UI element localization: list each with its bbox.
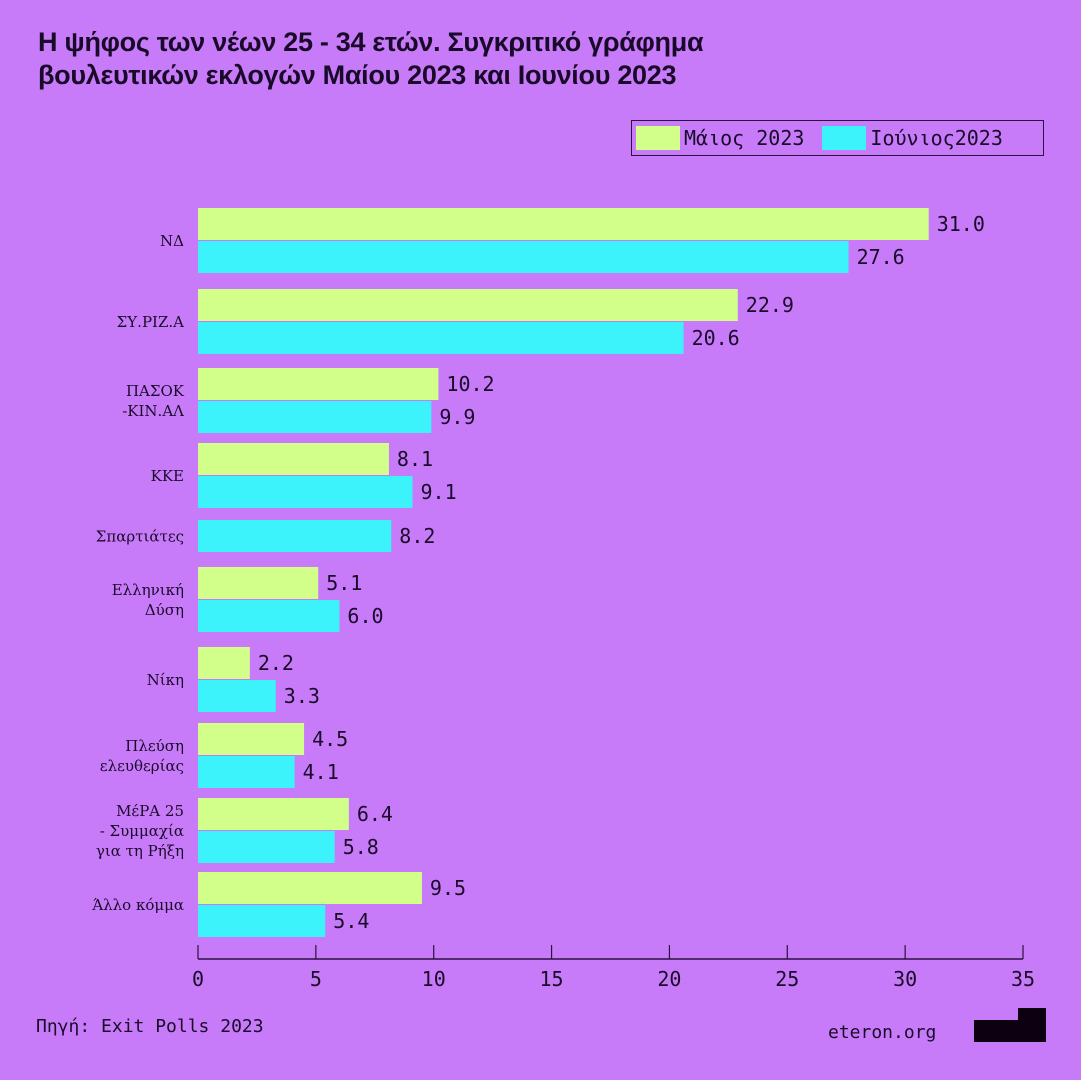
bar-may [198, 208, 929, 240]
category-label: ΝΔ [160, 232, 184, 250]
category-label: ΣΥ.ΡΙΖ.Α [117, 313, 184, 331]
bar-may [198, 798, 349, 830]
title-line-1: Η ψήφος των νέων 25 - 34 ετών. Συγκριτικ… [38, 27, 704, 57]
data-label: 9.5 [430, 876, 466, 900]
bar-may [198, 368, 439, 400]
category-label: Δύση [145, 601, 184, 619]
bar-june [198, 680, 276, 712]
category-label: ΚΚΕ [151, 467, 184, 485]
bar-may [198, 443, 389, 475]
bar-june [198, 600, 340, 632]
x-tick-label: 30 [893, 967, 917, 991]
data-label: 2.2 [258, 651, 294, 675]
category-label: -ΚΙΝ.ΑΛ [122, 402, 184, 420]
data-label: 22.9 [746, 293, 794, 317]
x-tick-label: 15 [540, 967, 564, 991]
title-line-2: βουλευτικών εκλογών Μαίου 2023 και Ιουνί… [38, 60, 677, 90]
data-label: 4.5 [312, 727, 348, 751]
source-note: Πηγή: Exit Polls 2023 [36, 1016, 264, 1037]
x-tick-label: 5 [310, 967, 322, 991]
data-label: 27.6 [857, 245, 905, 269]
category-label: - Συμμαχία [100, 822, 184, 840]
category-label: για τη Ρήξη [96, 842, 184, 860]
data-label: 9.9 [439, 405, 475, 429]
chart-title: Η ψήφος των νέων 25 - 34 ετών. Συγκριτικ… [38, 26, 704, 92]
data-label: 5.4 [333, 909, 369, 933]
legend-swatch-may [636, 126, 680, 150]
bar-may [198, 289, 738, 321]
data-label: 20.6 [692, 326, 740, 350]
data-label: 8.1 [397, 447, 433, 471]
category-label: ΜέΡΑ 25 [116, 802, 184, 820]
data-label: 8.2 [399, 524, 435, 548]
bar-june [198, 520, 392, 552]
legend: Μάιος 2023 Ιούνιος2023 [631, 120, 1044, 156]
brand-link[interactable]: eteron.org [828, 1022, 937, 1043]
bar-may [198, 567, 319, 599]
category-label: Άλλο κόμμα [91, 896, 184, 914]
data-label: 5.1 [326, 571, 362, 595]
category-label: Πλεύση [125, 737, 184, 755]
category-label: Σπαρτιάτες [96, 528, 184, 546]
eteron-logo [974, 1008, 1046, 1042]
data-label: 6.0 [347, 604, 383, 628]
bar-june [198, 476, 413, 508]
category-label: Νίκη [147, 671, 184, 689]
legend-label-may: Μάιος 2023 [684, 126, 805, 150]
bar-june [198, 401, 432, 433]
category-label: ελευθερίας [100, 757, 184, 775]
data-label: 31.0 [937, 212, 985, 236]
x-tick-label: 10 [422, 967, 446, 991]
legend-label-june: Ιούνιος2023 [870, 126, 1003, 150]
bar-may [198, 872, 422, 904]
bar-may [198, 647, 250, 679]
bar-june [198, 905, 326, 937]
bar-june [198, 756, 295, 788]
data-label: 10.2 [446, 372, 494, 396]
data-label: 9.1 [421, 480, 457, 504]
bar-june [198, 831, 335, 863]
bar-may [198, 723, 305, 755]
x-tick-label: 35 [1011, 967, 1035, 991]
data-label: 5.8 [343, 835, 379, 859]
data-label: 3.3 [284, 684, 320, 708]
legend-swatch-june [822, 126, 867, 150]
bar-june [198, 241, 849, 273]
category-label: Ελληνική [112, 581, 184, 599]
bar-june [198, 322, 684, 354]
data-label: 6.4 [357, 802, 393, 826]
data-label: 4.1 [303, 760, 339, 784]
x-tick-label: 25 [775, 967, 799, 991]
x-tick-label: 0 [192, 967, 204, 991]
category-label: ΠΑΣΟΚ [126, 382, 185, 400]
x-tick-label: 20 [657, 967, 681, 991]
